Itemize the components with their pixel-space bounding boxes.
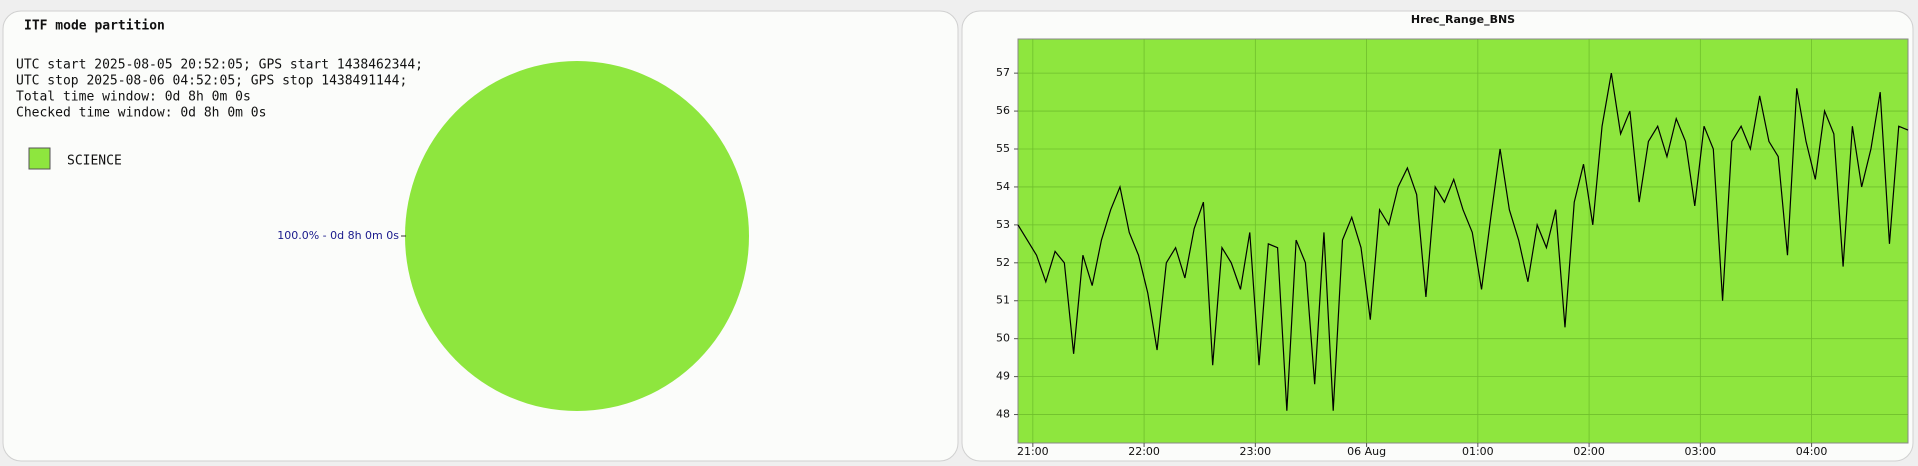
- x-tick-label: 22:00: [1128, 445, 1160, 458]
- y-tick-label: 56: [996, 104, 1010, 117]
- x-tick-label: 06 Aug: [1347, 445, 1386, 458]
- x-tick-label: 21:00: [1017, 445, 1049, 458]
- y-tick-label: 54: [996, 180, 1010, 193]
- pie-value-label: 100.0% - 0d 8h 0m 0s: [277, 229, 399, 242]
- y-tick-label: 53: [996, 218, 1010, 231]
- y-tick-label: 50: [996, 332, 1010, 345]
- plot-area: [1017, 38, 1909, 444]
- pie-slice: [405, 61, 749, 411]
- x-tick-label: 02:00: [1573, 445, 1605, 458]
- x-tick-label: 03:00: [1684, 445, 1716, 458]
- legend-label: SCIENCE: [67, 154, 122, 169]
- info-line: Total time window: 0d 8h 0m 0s: [16, 90, 251, 105]
- y-tick-label: 55: [996, 142, 1010, 155]
- y-tick-label: 52: [996, 256, 1010, 269]
- y-tick-label: 57: [996, 66, 1010, 79]
- x-tick-label: 23:00: [1239, 445, 1271, 458]
- x-tick-label: 04:00: [1796, 445, 1828, 458]
- y-tick-label: 48: [996, 408, 1010, 421]
- info-line: UTC stop 2025-08-06 04:52:05; GPS stop 1…: [16, 74, 407, 89]
- chart-title: Hrec_Range_BNS: [1411, 13, 1515, 26]
- panel-title: ITF mode partition: [24, 19, 165, 34]
- y-tick-label: 51: [996, 294, 1010, 307]
- data-line: [1017, 73, 1909, 411]
- x-tick-label: 01:00: [1462, 445, 1494, 458]
- info-line: Checked time window: 0d 8h 0m 0s: [16, 106, 266, 121]
- info-line: UTC start 2025-08-05 20:52:05; GPS start…: [16, 58, 423, 73]
- legend-swatch: [28, 147, 51, 170]
- y-tick-label: 49: [996, 370, 1010, 383]
